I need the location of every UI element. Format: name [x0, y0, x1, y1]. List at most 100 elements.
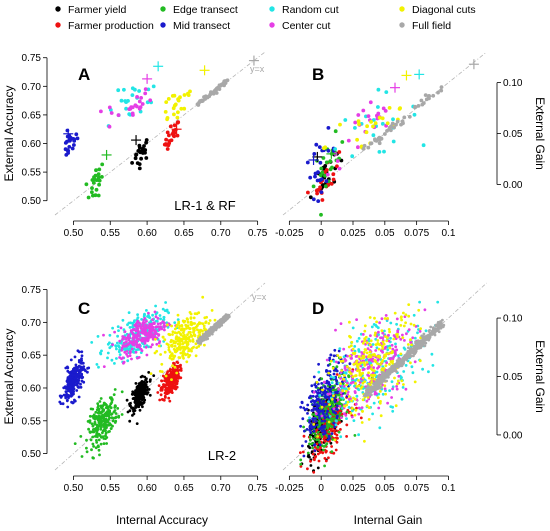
point-center-cut	[353, 120, 358, 125]
point-diagonal-cuts	[379, 390, 382, 393]
point-random-cut	[95, 363, 99, 366]
point-mid-transect	[308, 426, 312, 429]
point-diagonal-cuts	[356, 119, 361, 124]
point-random-cut	[122, 87, 126, 92]
point-full-field	[440, 321, 443, 325]
point-farmer-yield	[134, 405, 138, 408]
point-farmer-yield	[129, 401, 132, 405]
point-full-field	[407, 352, 411, 355]
point-diagonal-cuts	[159, 353, 163, 356]
point-diagonal-cuts	[388, 330, 391, 334]
point-farmer-production	[173, 377, 177, 380]
point-edge-transect	[332, 413, 335, 417]
point-full-field	[377, 135, 382, 140]
legend-item-full-field: Full field	[399, 20, 451, 32]
series-center-cut	[99, 87, 153, 129]
point-edge-transect	[85, 450, 89, 454]
model-annotation: LR-1 & RF	[174, 198, 235, 213]
point-edge-transect	[92, 430, 96, 434]
point-mid-transect	[323, 430, 327, 434]
point-mid-transect	[348, 362, 352, 366]
point-diagonal-cuts	[338, 122, 342, 127]
point-diagonal-cuts	[182, 106, 187, 111]
point-center-cut	[387, 339, 391, 343]
point-center-cut	[144, 323, 148, 327]
point-center-cut	[154, 315, 158, 319]
x-tick-label: 0.075	[404, 228, 429, 239]
point-diagonal-cuts	[383, 353, 387, 357]
point-center-cut	[384, 314, 388, 317]
point-random-cut	[99, 351, 102, 355]
point-diagonal-cuts	[357, 384, 361, 388]
point-edge-transect	[325, 442, 329, 446]
point-full-field	[382, 379, 385, 383]
point-random-cut	[318, 393, 322, 397]
point-diagonal-cuts	[365, 341, 369, 345]
point-center-cut	[357, 412, 361, 416]
point-random-cut	[113, 362, 116, 365]
point-center-cut	[143, 321, 146, 324]
point-edge-transect	[330, 419, 334, 423]
point-diagonal-cuts	[333, 438, 337, 442]
point-full-field	[224, 315, 228, 318]
point-edge-transect	[120, 390, 124, 394]
point-center-cut	[131, 332, 135, 335]
point-diagonal-cuts	[377, 115, 382, 120]
point-edge-transect	[100, 416, 104, 420]
point-edge-transect	[332, 404, 336, 408]
point-random-cut	[436, 300, 440, 304]
point-diagonal-cuts	[165, 117, 170, 122]
point-random-cut	[401, 386, 405, 389]
point-center-cut	[409, 340, 412, 344]
point-random-cut	[383, 329, 386, 333]
point-mid-transect	[329, 387, 332, 391]
x-tick-label: -0.025	[275, 228, 304, 239]
point-edge-transect	[110, 396, 113, 400]
point-random-cut	[342, 355, 346, 359]
point-farmer-production	[163, 142, 168, 146]
point-edge-transect	[97, 404, 100, 408]
point-center-cut	[389, 357, 392, 361]
point-edge-transect	[94, 187, 99, 192]
point-edge-transect	[96, 193, 101, 198]
point-farmer-production	[163, 394, 167, 398]
point-edge-transect	[100, 410, 104, 414]
point-diagonal-cuts	[187, 349, 191, 353]
point-center-cut	[397, 374, 401, 378]
point-full-field	[209, 331, 212, 335]
point-diagonal-cuts	[178, 356, 182, 360]
point-edge-transect	[116, 407, 120, 410]
point-center-cut	[125, 352, 128, 356]
point-center-cut	[150, 335, 154, 339]
point-diagonal-cuts	[173, 350, 177, 353]
point-edge-transect	[107, 418, 111, 421]
point-mid-transect	[75, 383, 79, 387]
point-diagonal-cuts	[327, 371, 331, 375]
point-mid-transect	[329, 353, 333, 357]
point-edge-transect	[328, 159, 333, 164]
point-diagonal-cuts	[343, 374, 346, 377]
point-mid-transect	[303, 429, 306, 433]
point-farmer-yield	[136, 386, 140, 390]
point-random-cut	[345, 417, 348, 420]
point-mid-transect	[73, 399, 77, 403]
point-diagonal-cuts	[373, 121, 378, 126]
point-diagonal-cuts	[374, 331, 377, 335]
point-center-cut	[123, 330, 127, 333]
legend-item-mid-transect: Mid transect	[160, 20, 230, 32]
point-random-cut	[388, 389, 391, 392]
point-random-cut	[155, 319, 159, 323]
point-edge-transect	[318, 422, 322, 426]
x-tick-label: 0.60	[137, 483, 157, 494]
point-edge-transect	[99, 419, 102, 423]
point-edge-transect	[95, 427, 98, 430]
point-full-field	[200, 338, 204, 341]
point-full-field	[414, 340, 417, 344]
point-random-cut	[111, 326, 114, 330]
point-diagonal-cuts	[316, 435, 319, 438]
point-full-field	[419, 346, 423, 350]
point-edge-transect	[96, 172, 101, 177]
point-edge-transect	[337, 393, 341, 397]
point-edge-transect	[335, 365, 339, 369]
point-farmer-production	[339, 428, 342, 431]
